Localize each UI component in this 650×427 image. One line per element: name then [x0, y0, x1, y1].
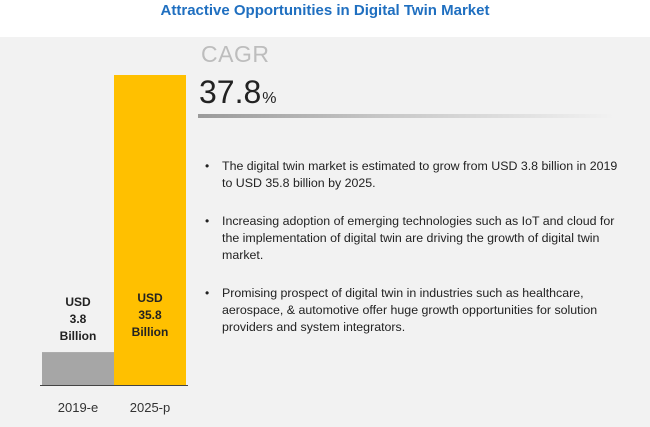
key-points-list: • The digital twin market is estimated to… [205, 158, 630, 357]
bullet-icon: • [205, 286, 210, 300]
key-point-text: The digital twin market is estimated to … [222, 159, 618, 190]
cagr-label: CAGR [201, 41, 270, 67]
bar-data-label: USD 3.8 Billion [60, 295, 97, 343]
cagr-unit: % [262, 90, 277, 107]
key-point: • The digital twin market is estimated to… [205, 158, 630, 192]
bar-2019-e [42, 352, 114, 385]
key-point: • Increasing adoption of emerging technol… [205, 213, 630, 264]
bar-data-label: USD 35.8 Billion [132, 291, 169, 339]
bullet-icon: • [205, 159, 210, 173]
x-tick-label: 2025-p [130, 400, 170, 415]
key-point-text: Increasing adoption of emerging technolo… [222, 214, 615, 262]
x-tick-label: 2019-e [58, 400, 98, 415]
bullet-icon: • [205, 214, 210, 228]
cagr-underline [198, 114, 615, 118]
cagr-number: 37.8 [199, 74, 262, 110]
bar-2025-p [114, 75, 186, 385]
key-point-text: Promising prospect of digital twin in in… [222, 286, 598, 334]
chart-title: Attractive Opportunities in Digital Twin… [160, 2, 490, 19]
key-point: • Promising prospect of digital twin in i… [205, 285, 630, 336]
cagr-value: 37.8% [199, 72, 277, 119]
